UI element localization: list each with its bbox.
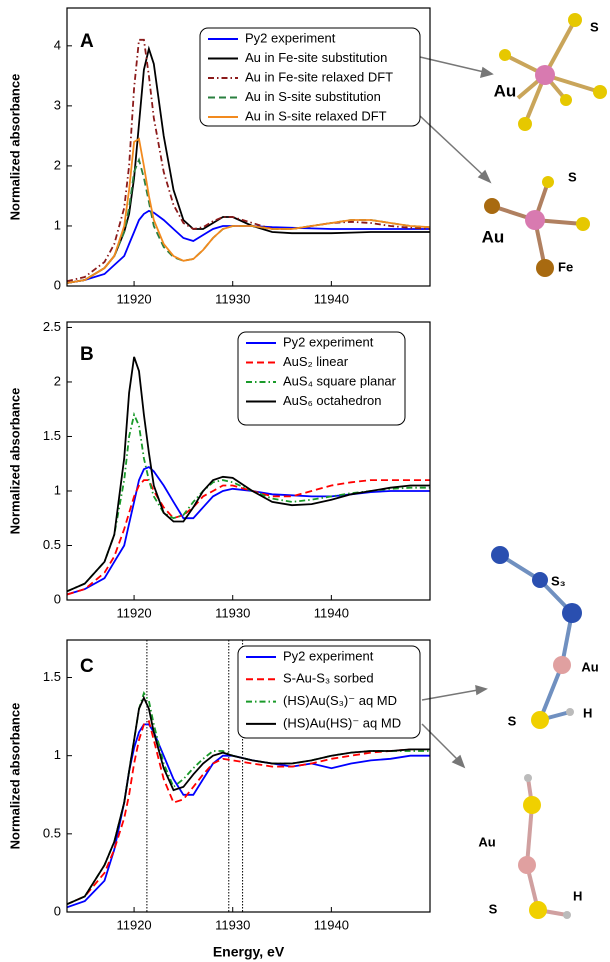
molecules <box>484 13 607 919</box>
panel-label: A <box>80 31 94 52</box>
y-tick-label: 2 <box>54 157 61 172</box>
x-tick-label: 11930 <box>215 605 250 620</box>
atom-label: S <box>590 19 599 34</box>
atom-label: H <box>573 888 582 903</box>
atom-label: Au <box>482 227 505 246</box>
atom-label: S <box>508 713 517 728</box>
y-tick-label: 1 <box>54 217 61 232</box>
data-line <box>67 211 430 283</box>
atom-label: S <box>568 169 577 184</box>
data-line <box>67 415 430 592</box>
x-tick-label: 11940 <box>314 605 349 620</box>
panel-label: B <box>80 344 94 365</box>
atom-label: Au <box>581 659 598 674</box>
legend-label: AuS₄ square planar <box>283 373 397 388</box>
y-tick-label: 0 <box>54 903 61 918</box>
x-tick-label: 11930 <box>215 291 250 306</box>
arrows <box>420 57 492 767</box>
y-tick-label: 3 <box>54 97 61 112</box>
y-tick-label: 1.5 <box>43 428 61 443</box>
y-tick-label: 0 <box>54 277 61 292</box>
legend-label: Au in Fe-site substitution <box>245 50 387 65</box>
legend-label: S-Au-S₃ sorbed <box>283 671 374 686</box>
x-axis-label: Energy, eV <box>213 944 285 960</box>
legend-label: (HS)Au(S₃)⁻ aq MD <box>283 693 397 708</box>
atom-label: H <box>583 705 592 720</box>
atom-label: S <box>489 901 498 916</box>
x-tick-label: 11930 <box>215 917 250 932</box>
legend-label: AuS₂ linear <box>283 354 349 369</box>
x-tick-label: 11940 <box>314 291 349 306</box>
legend-label: (HS)Au(HS)⁻ aq MD <box>283 715 401 730</box>
y-tick-label: 4 <box>54 37 61 52</box>
x-tick-label: 11920 <box>116 291 151 306</box>
legend-label: Au in S-site relaxed DFT <box>245 108 387 123</box>
y-axis-label: Normalized absorbance <box>7 703 22 850</box>
y-axis-label: Normalized absorbance <box>7 388 22 535</box>
atom-label: Fe <box>558 259 573 274</box>
y-axis-label: Normalized absorbance <box>7 74 22 221</box>
y-tick-label: 2.5 <box>43 319 61 334</box>
legend-label: AuS₆ octahedron <box>283 393 381 408</box>
data-line <box>67 480 430 594</box>
legend-label: Au in Fe-site relaxed DFT <box>245 69 393 84</box>
y-tick-label: 1.5 <box>43 669 61 684</box>
atom-label: Au <box>494 81 517 100</box>
legend-label: Py2 experiment <box>283 334 374 349</box>
y-tick-label: 0.5 <box>43 825 61 840</box>
legend-label: Au in S-site substitution <box>245 89 381 104</box>
y-tick-label: 2 <box>54 373 61 388</box>
legend-label: Py2 experiment <box>245 30 336 45</box>
panel-label: C <box>80 656 94 677</box>
data-line <box>67 139 430 283</box>
atom-label: Au <box>478 834 495 849</box>
x-tick-label: 11920 <box>116 605 151 620</box>
y-tick-label: 1 <box>54 482 61 497</box>
y-tick-label: 1 <box>54 747 61 762</box>
figure: 0 1 2 3 4 11920 11930 11940 A Normalized absorban… <box>0 0 610 962</box>
y-tick-label: 0.5 <box>43 537 61 552</box>
y-tick-label: 0 <box>54 591 61 606</box>
atom-label: S₃ <box>551 573 566 588</box>
x-tick-label: 11940 <box>314 917 349 932</box>
legend-label: Py2 experiment <box>283 648 374 663</box>
x-tick-label: 11920 <box>116 917 151 932</box>
